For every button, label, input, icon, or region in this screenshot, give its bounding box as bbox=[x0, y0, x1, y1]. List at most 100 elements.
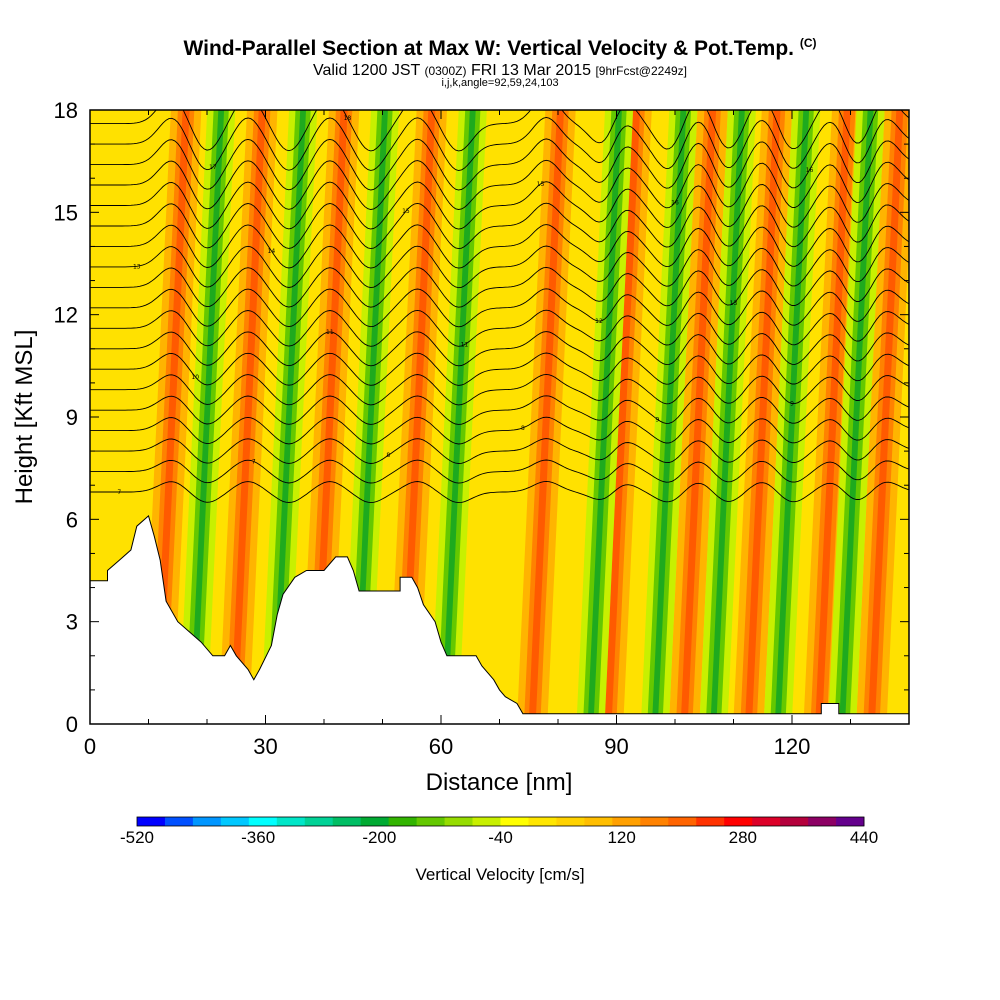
x-axis-title: Distance [nm] bbox=[426, 769, 573, 796]
colorbar-swatch bbox=[276, 817, 306, 826]
colorbar-swatch bbox=[696, 817, 725, 826]
vertical-velocity-field bbox=[90, 110, 909, 724]
x-tick-label: 60 bbox=[429, 734, 453, 759]
theta-contour bbox=[90, 224, 909, 269]
theta-contour-label: 15 bbox=[402, 208, 410, 215]
colorbar-swatch bbox=[612, 817, 641, 826]
colorbar-swatch bbox=[388, 817, 418, 826]
theta-contour bbox=[90, 309, 909, 347]
x-tick-label: 30 bbox=[253, 734, 277, 759]
theta-contour bbox=[90, 202, 909, 250]
theta-contour bbox=[90, 416, 909, 445]
updraft-band-peak bbox=[815, 110, 851, 724]
theta-contour bbox=[90, 110, 909, 152]
theta-contour-label: 10 bbox=[191, 374, 199, 381]
theta-contour bbox=[90, 266, 909, 308]
theta-contour-label: 14 bbox=[268, 248, 276, 255]
theta-contour bbox=[90, 480, 909, 504]
valid-date: FRI 13 Mar 2015 bbox=[470, 62, 591, 79]
colorbar-swatch bbox=[752, 817, 781, 826]
theta-contour bbox=[90, 373, 909, 406]
colorbar-swatch bbox=[360, 817, 390, 826]
theta-contour-label: 13 bbox=[133, 263, 141, 270]
colorbar-swatch bbox=[164, 817, 194, 826]
updraft-band-peak bbox=[604, 110, 641, 724]
colorbar-label: 280 bbox=[729, 828, 757, 847]
chart-subtitle: Valid 1200 JST (0300Z) FRI 13 Mar 2015 [… bbox=[0, 62, 1000, 80]
y-tick-label: 6 bbox=[66, 507, 78, 532]
theta-contour-label: 16 bbox=[671, 199, 679, 206]
theta-contour bbox=[90, 288, 909, 328]
x-tick-label: 0 bbox=[84, 734, 96, 759]
updraft-band-peak bbox=[680, 110, 717, 724]
chart-title: Wind-Parallel Section at Max W: Vertical… bbox=[0, 36, 1000, 61]
terrain-mask bbox=[90, 515, 909, 724]
updraft-band-peak bbox=[154, 110, 190, 724]
downdraft-band-peak bbox=[587, 110, 622, 724]
theta-contour-label: 7 bbox=[117, 489, 121, 496]
theta-contour-label: 7 bbox=[252, 458, 256, 465]
theta-contour-label: 17 bbox=[209, 164, 217, 171]
downdraft-band-peak bbox=[441, 110, 476, 724]
y-tick-label: 12 bbox=[54, 303, 78, 328]
chart-title-text: Wind-Parallel Section at Max W: Vertical… bbox=[183, 37, 794, 60]
theta-contour-label: 8 bbox=[386, 452, 390, 459]
colorbar-swatch bbox=[640, 817, 669, 826]
colorbar-swatch bbox=[668, 817, 697, 826]
theta-contour-label: 9 bbox=[656, 416, 660, 423]
theta-contour-label: 15 bbox=[537, 181, 545, 188]
colorbar-swatch bbox=[472, 817, 501, 826]
theta-contour bbox=[90, 331, 909, 367]
colorbar-label: 120 bbox=[607, 828, 635, 847]
colorbar-swatch bbox=[137, 817, 166, 826]
colorbar-swatch bbox=[724, 817, 753, 826]
colorbar-label: 440 bbox=[850, 828, 878, 847]
colorbar-swatch bbox=[500, 817, 529, 826]
theta-contour bbox=[90, 159, 909, 210]
potential-temperature-contours: 7 7 8 8 9 9 10 11 11 12 13 13 14 15 15 16 16 17 18 bbox=[90, 110, 909, 504]
theta-contour-label: 13 bbox=[730, 300, 738, 307]
theta-contour bbox=[90, 352, 909, 386]
colorbar-label: -520 bbox=[120, 828, 154, 847]
colorbar-label: -40 bbox=[488, 828, 513, 847]
downdraft-band-peak bbox=[774, 110, 810, 724]
copyright-mark: (C) bbox=[799, 36, 817, 50]
colorbar-swatch bbox=[556, 817, 585, 826]
colorbar-swatch bbox=[808, 817, 837, 826]
valid-time: Valid 1200 JST bbox=[312, 62, 420, 79]
theta-contour-label: 18 bbox=[344, 115, 352, 122]
colorbar-frame bbox=[136, 816, 865, 827]
updraft-band-peak bbox=[745, 110, 781, 724]
y-tick-label: 3 bbox=[66, 610, 78, 635]
colorbar-swatch bbox=[304, 817, 334, 826]
updraft-band-peak bbox=[867, 110, 904, 724]
y-axis-title: Height [Kft MSL] bbox=[11, 330, 38, 505]
terrain bbox=[90, 515, 909, 724]
x-tick-label: 90 bbox=[604, 734, 628, 759]
colorbar-swatch bbox=[584, 817, 613, 826]
colorbar-swatch bbox=[416, 817, 445, 826]
theta-contour bbox=[90, 117, 909, 171]
colorbar-swatch bbox=[220, 817, 250, 826]
x-tick-label: 120 bbox=[774, 734, 811, 759]
theta-contour bbox=[90, 181, 909, 230]
y-tick-label: 18 bbox=[54, 98, 78, 123]
theta-contour bbox=[90, 245, 909, 289]
theta-contour-label: 8 bbox=[521, 425, 525, 432]
theta-contour-label: 16 bbox=[806, 167, 814, 174]
downdraft-band-peak bbox=[710, 110, 745, 724]
axes: 0 30 60 90 120 0 3 6 9 12 15 18 bbox=[54, 98, 910, 759]
forecast-info: [9hrFcst@2249z] bbox=[595, 64, 688, 78]
colorbar-swatch bbox=[444, 817, 473, 826]
colorbar-swatch bbox=[248, 817, 278, 826]
colorbar-label: -360 bbox=[241, 828, 275, 847]
colorbar-swatch bbox=[528, 817, 557, 826]
theta-contour bbox=[90, 459, 909, 484]
theta-contour-label: 12 bbox=[595, 318, 603, 325]
colorbar-label: -200 bbox=[362, 828, 396, 847]
theta-contour bbox=[90, 438, 909, 464]
y-tick-label: 0 bbox=[66, 712, 78, 737]
colorbar-swatch bbox=[332, 817, 362, 826]
colorbar-title: Vertical Velocity [cm/s] bbox=[415, 865, 584, 884]
